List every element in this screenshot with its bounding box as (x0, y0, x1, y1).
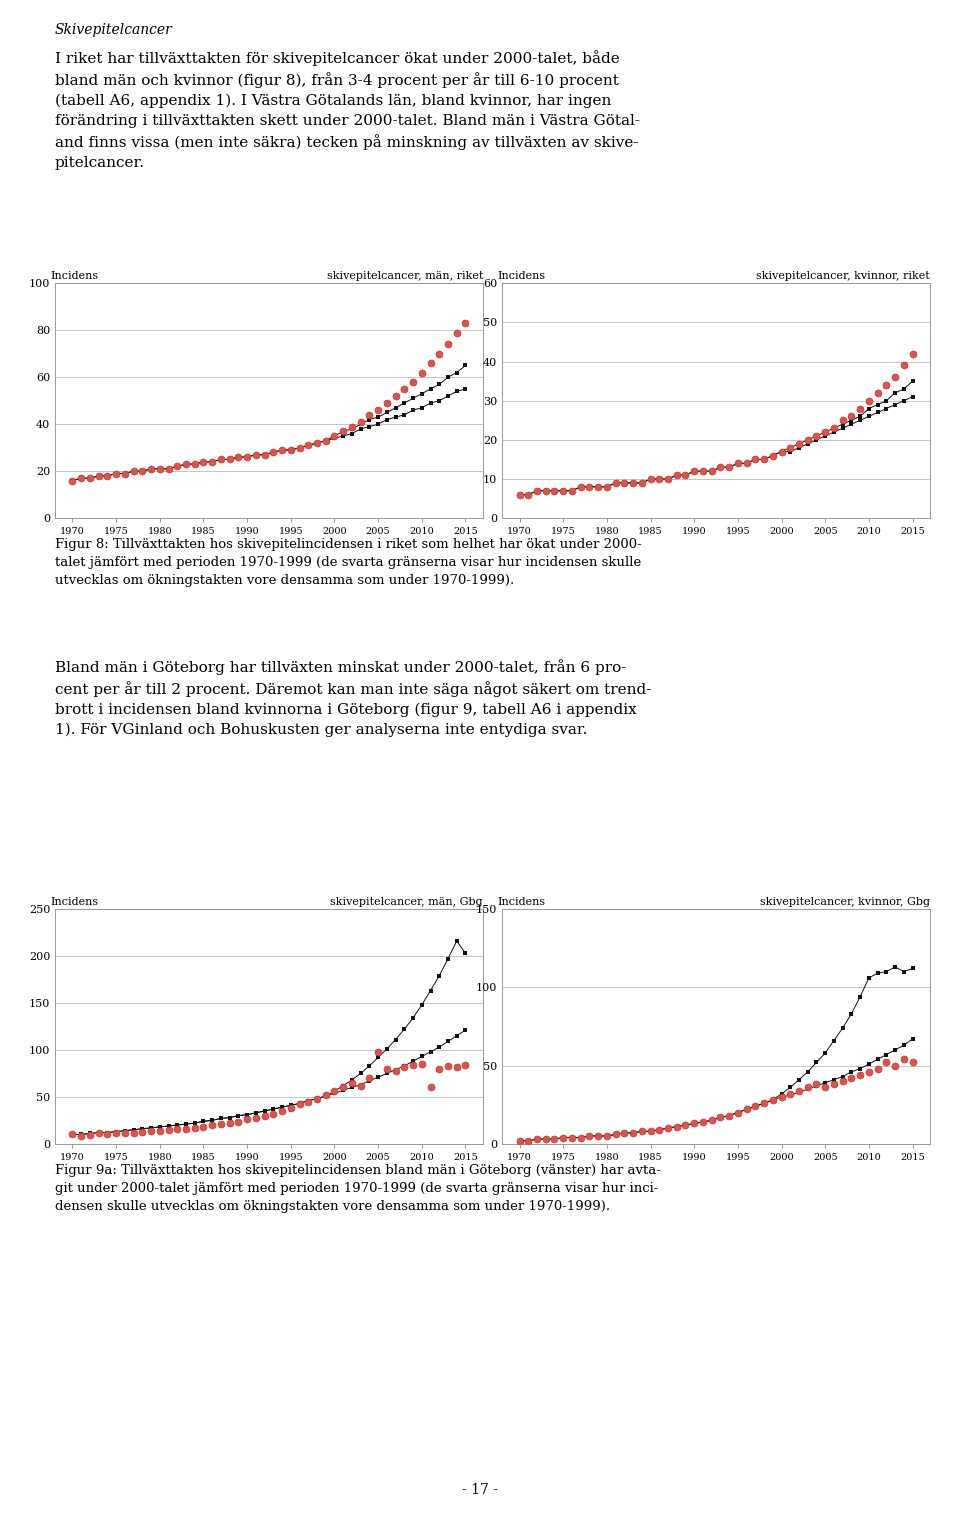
Text: I riket har tillväxttakten för skivepitelcancer ökat under 2000-talet, både
blan: I riket har tillväxttakten för skivepite… (55, 50, 640, 170)
Text: Figur 9a: Tillväxttakten hos skivepitelincidensen bland män i Göteborg (vänster): Figur 9a: Tillväxttakten hos skivepiteli… (55, 1164, 660, 1212)
Text: Incidens: Incidens (498, 271, 546, 280)
Text: skivepitelcancer, män, Gbg: skivepitelcancer, män, Gbg (330, 897, 483, 906)
Text: skivepitelcancer, kvinnor, Gbg: skivepitelcancer, kvinnor, Gbg (760, 897, 930, 906)
Text: Bland män i Göteborg har tillväxten minskat under 2000-talet, från 6 pro-
cent p: Bland män i Göteborg har tillväxten mins… (55, 659, 652, 738)
Text: Incidens: Incidens (51, 271, 99, 280)
Text: Skivepitelcancer: Skivepitelcancer (55, 23, 173, 36)
Text: skivepitelcancer, kvinnor, riket: skivepitelcancer, kvinnor, riket (756, 271, 930, 280)
Text: - 17 -: - 17 - (462, 1483, 498, 1497)
Text: Figur 8: Tillväxttakten hos skivepitelincidensen i riket som helhet har ökat und: Figur 8: Tillväxttakten hos skivepitelin… (55, 538, 641, 586)
Text: Incidens: Incidens (498, 897, 546, 906)
Text: Incidens: Incidens (51, 897, 99, 906)
Text: skivepitelcancer, män, riket: skivepitelcancer, män, riket (326, 271, 483, 280)
